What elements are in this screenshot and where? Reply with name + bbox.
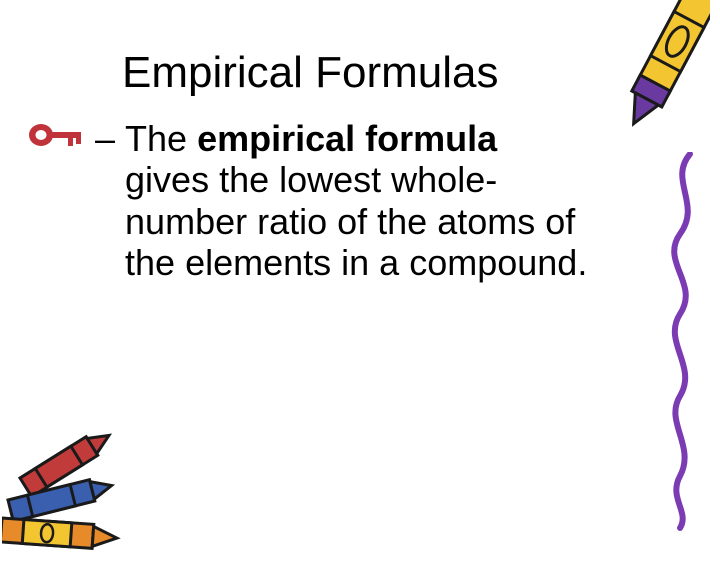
slide-title: Empirical Formulas: [122, 48, 499, 98]
slide: Empirical Formulas – The empirical formu…: [0, 0, 720, 540]
body-pre: The: [125, 118, 197, 159]
body-bold: empirical formula: [197, 118, 497, 159]
body-post: gives the lowest whole-number ratio of t…: [125, 159, 587, 283]
crayon-top-right-icon: [610, 0, 700, 152]
body-text: The empirical formula gives the lowest w…: [125, 118, 590, 284]
body-text-block: – The empirical formula gives the lowest…: [95, 118, 590, 284]
bullet-dash: –: [95, 118, 115, 159]
crayons-bottom-left-icon: [2, 418, 142, 538]
squiggle-icon: [650, 152, 710, 537]
key-icon: [28, 120, 84, 155]
bullet-row: – The empirical formula gives the lowest…: [95, 118, 590, 284]
